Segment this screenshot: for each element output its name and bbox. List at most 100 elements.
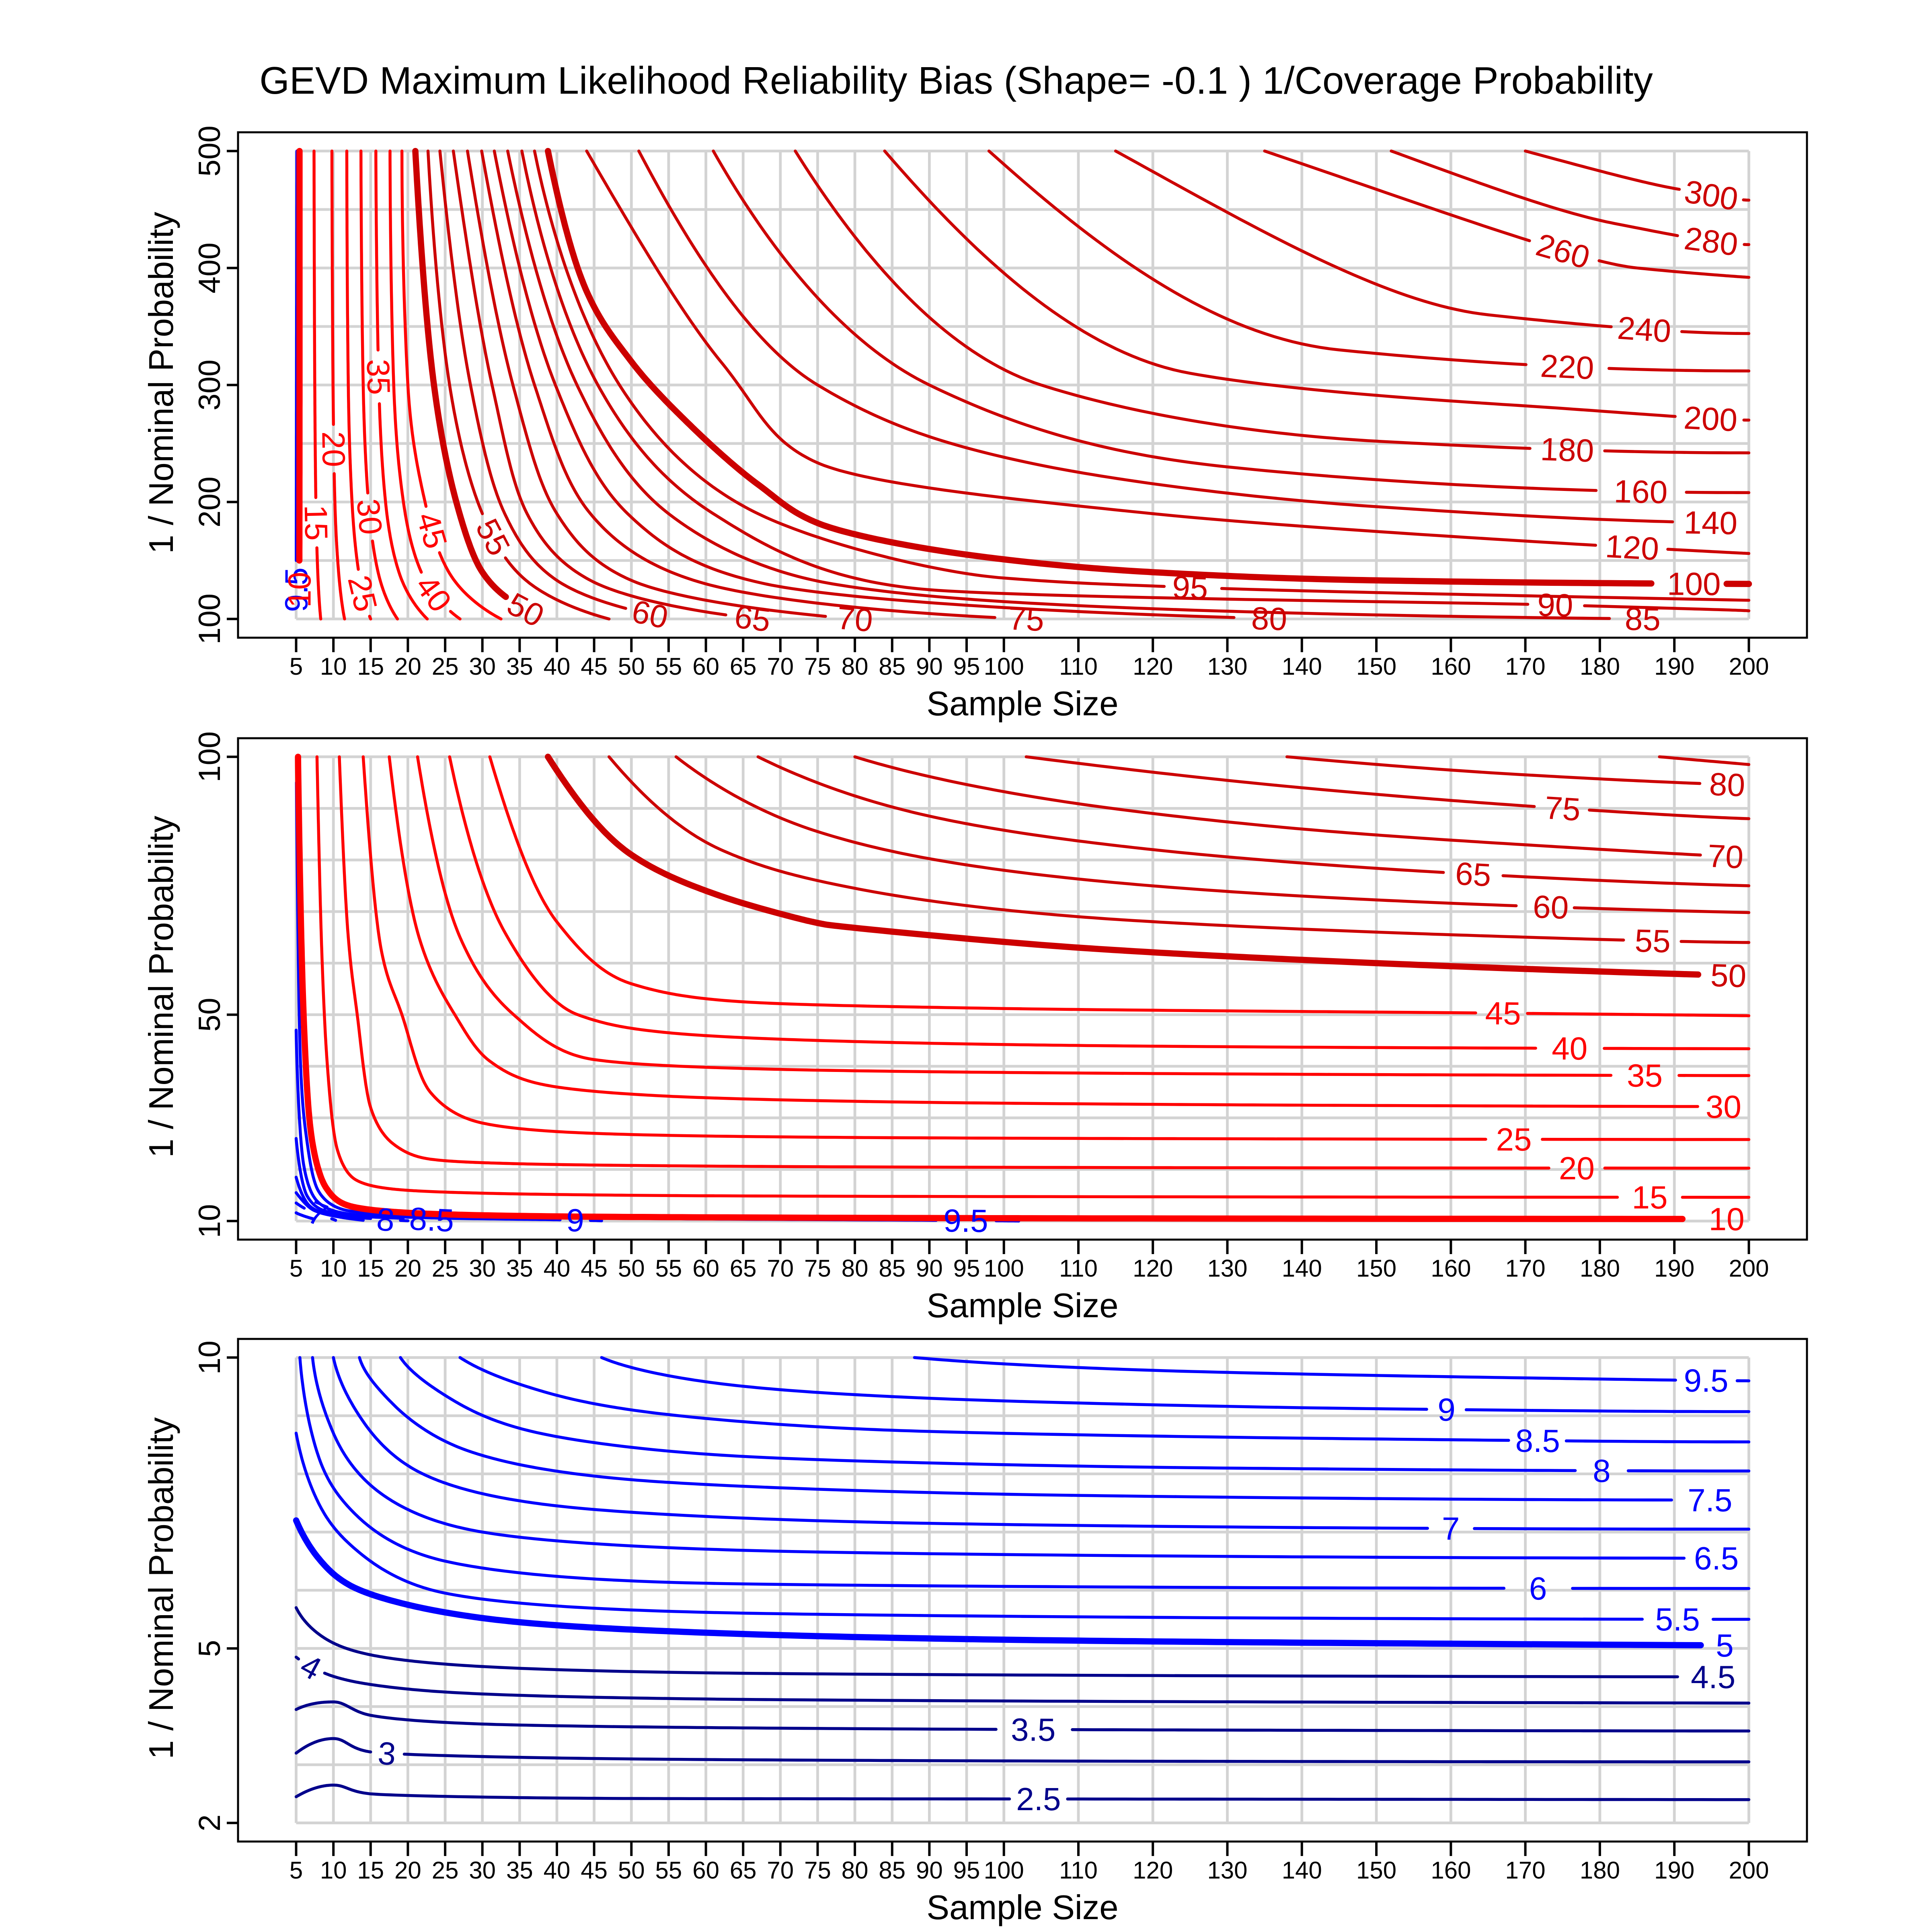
- svg-text:70: 70: [767, 1857, 794, 1884]
- svg-text:10: 10: [281, 572, 317, 608]
- svg-text:65: 65: [730, 1255, 757, 1282]
- svg-text:35: 35: [360, 359, 397, 395]
- svg-text:110: 110: [1059, 1255, 1098, 1282]
- svg-text:40: 40: [544, 653, 571, 680]
- svg-text:60: 60: [692, 653, 719, 680]
- svg-text:130: 130: [1207, 1255, 1247, 1282]
- svg-text:220: 220: [1540, 348, 1595, 386]
- svg-text:95: 95: [953, 653, 980, 680]
- svg-text:300: 300: [193, 359, 227, 411]
- svg-text:190: 190: [1654, 1857, 1694, 1884]
- svg-text:100: 100: [984, 1857, 1024, 1884]
- svg-text:100: 100: [193, 593, 227, 645]
- svg-text:150: 150: [1356, 1255, 1396, 1282]
- svg-text:40: 40: [544, 1857, 571, 1884]
- svg-text:5.5: 5.5: [1655, 1601, 1700, 1637]
- svg-text:65: 65: [730, 653, 757, 680]
- svg-text:170: 170: [1505, 653, 1546, 680]
- svg-text:200: 200: [1729, 653, 1769, 680]
- svg-text:200: 200: [1683, 400, 1738, 438]
- svg-text:1 / Nominal Probability: 1 / Nominal Probability: [142, 211, 181, 554]
- svg-text:170: 170: [1505, 1255, 1546, 1282]
- svg-text:400: 400: [193, 242, 227, 294]
- svg-text:30: 30: [469, 653, 496, 680]
- svg-text:2: 2: [193, 1815, 227, 1831]
- svg-text:75: 75: [804, 653, 831, 680]
- svg-text:65: 65: [730, 1857, 757, 1884]
- svg-text:60: 60: [692, 1857, 719, 1884]
- svg-text:7: 7: [1442, 1511, 1460, 1546]
- svg-text:100: 100: [193, 731, 227, 782]
- svg-text:45: 45: [581, 1857, 608, 1884]
- svg-text:240: 240: [1616, 310, 1672, 349]
- svg-text:15: 15: [357, 653, 384, 680]
- svg-text:6.5: 6.5: [1694, 1540, 1739, 1576]
- svg-text:Sample Size: Sample Size: [926, 685, 1118, 723]
- svg-text:25: 25: [341, 572, 384, 615]
- svg-text:85: 85: [1624, 601, 1661, 637]
- svg-text:110: 110: [1059, 1857, 1098, 1884]
- svg-text:45: 45: [1485, 995, 1521, 1031]
- svg-text:130: 130: [1207, 1857, 1247, 1884]
- svg-text:55: 55: [655, 1857, 682, 1884]
- svg-text:35: 35: [506, 1857, 533, 1884]
- svg-text:100: 100: [1667, 566, 1721, 602]
- svg-text:85: 85: [879, 653, 905, 680]
- svg-text:10: 10: [320, 1255, 347, 1282]
- svg-text:50: 50: [1710, 957, 1747, 994]
- svg-text:85: 85: [879, 1255, 905, 1282]
- svg-text:20: 20: [394, 1857, 421, 1884]
- svg-text:140: 140: [1282, 653, 1322, 680]
- svg-text:140: 140: [1282, 1857, 1322, 1884]
- svg-text:50: 50: [618, 1857, 645, 1884]
- svg-text:55: 55: [1634, 923, 1671, 959]
- svg-text:10: 10: [320, 1857, 347, 1884]
- svg-text:30: 30: [350, 497, 389, 536]
- svg-text:130: 130: [1207, 653, 1247, 680]
- svg-text:15: 15: [357, 1255, 384, 1282]
- svg-text:5: 5: [193, 1640, 227, 1657]
- svg-text:180: 180: [1580, 653, 1620, 680]
- svg-text:120: 120: [1133, 1857, 1173, 1884]
- svg-text:8.5: 8.5: [1515, 1423, 1560, 1459]
- svg-text:95: 95: [953, 1857, 980, 1884]
- svg-text:Sample Size: Sample Size: [926, 1287, 1118, 1325]
- svg-text:150: 150: [1356, 1857, 1396, 1884]
- svg-text:300: 300: [1682, 173, 1741, 217]
- svg-text:20: 20: [315, 431, 351, 467]
- svg-text:Sample Size: Sample Size: [926, 1889, 1118, 1927]
- svg-text:1 / Nominal Probability: 1 / Nominal Probability: [142, 1417, 181, 1759]
- svg-text:100: 100: [984, 653, 1024, 680]
- svg-text:55: 55: [655, 1255, 682, 1282]
- svg-text:90: 90: [1537, 587, 1573, 623]
- svg-text:120: 120: [1133, 1255, 1173, 1282]
- svg-text:80: 80: [842, 1857, 868, 1884]
- svg-text:4.5: 4.5: [1691, 1659, 1735, 1695]
- svg-text:75: 75: [804, 1857, 831, 1884]
- svg-text:60: 60: [629, 593, 671, 636]
- svg-text:150: 150: [1356, 653, 1396, 680]
- svg-text:10: 10: [1709, 1201, 1745, 1237]
- svg-text:70: 70: [767, 1255, 794, 1282]
- svg-text:200: 200: [193, 476, 227, 528]
- svg-text:20: 20: [1559, 1150, 1595, 1186]
- svg-text:25: 25: [432, 1857, 459, 1884]
- svg-text:50: 50: [618, 653, 645, 680]
- svg-text:110: 110: [1059, 653, 1098, 680]
- svg-text:70: 70: [1707, 838, 1744, 875]
- svg-text:5: 5: [290, 1255, 303, 1282]
- svg-text:280: 280: [1682, 220, 1740, 263]
- svg-text:50: 50: [618, 1255, 645, 1282]
- svg-text:90: 90: [916, 653, 943, 680]
- svg-text:1 / Nominal Probability: 1 / Nominal Probability: [142, 815, 181, 1158]
- svg-text:10: 10: [193, 1341, 227, 1375]
- svg-text:35: 35: [506, 653, 533, 680]
- svg-text:30: 30: [1706, 1089, 1741, 1125]
- svg-text:20: 20: [394, 1255, 421, 1282]
- svg-text:200: 200: [1729, 1857, 1769, 1884]
- svg-text:15: 15: [298, 504, 335, 541]
- svg-text:65: 65: [1454, 856, 1492, 893]
- svg-text:160: 160: [1614, 473, 1668, 510]
- svg-text:10: 10: [320, 653, 347, 680]
- svg-text:9.5: 9.5: [943, 1203, 988, 1239]
